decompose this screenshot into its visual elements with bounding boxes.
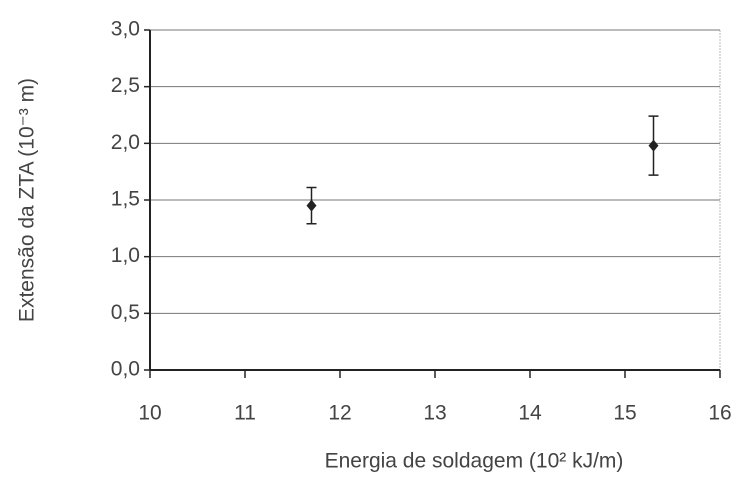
- y-tick-label: 3,0: [111, 18, 140, 41]
- x-tick-label: 11: [234, 402, 256, 425]
- x-tick-label: 14: [518, 402, 542, 425]
- y-axis-label: Extensão da ZTA (10⁻³ m): [16, 78, 39, 322]
- x-axis-label: Energia de soldagem (10² kJ/m): [325, 450, 624, 473]
- x-tick-label: 12: [328, 402, 351, 425]
- x-tick-label: 13: [423, 402, 446, 425]
- point: [648, 139, 659, 152]
- y-tick-label: 2,5: [111, 74, 140, 97]
- x-tick-label: 10: [138, 402, 161, 425]
- point: [306, 199, 317, 212]
- y-tick-label: 2,0: [111, 131, 140, 154]
- y-tick-label: 1,5: [111, 188, 140, 211]
- x-tick-label: 15: [613, 402, 636, 425]
- x-tick-label: 16: [708, 402, 731, 425]
- y-tick-label: 0,5: [111, 301, 140, 324]
- y-tick-label: 1,0: [111, 244, 140, 267]
- y-tick-label: 0,0: [111, 358, 140, 381]
